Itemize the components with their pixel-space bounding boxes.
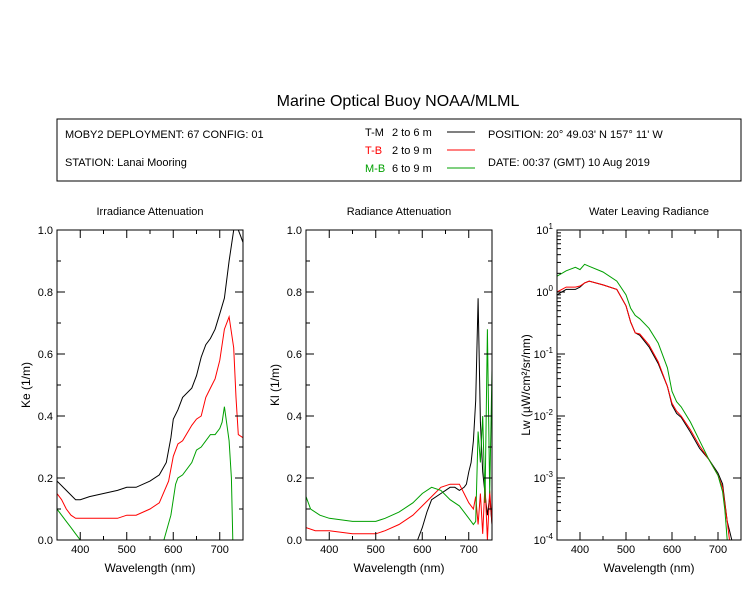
chart-1: Irradiance Attenuation 400 500 600 700 0.0 0.2…	[19, 206, 244, 575]
legend-text-mb: 6 to 9 m	[392, 163, 432, 175]
y-tick-label: 10-4	[534, 532, 554, 547]
y-tick-label: 0.4	[38, 411, 53, 423]
x-tick-label: 500	[617, 544, 635, 556]
x-axis-label: Wavelength (nm)	[354, 561, 445, 575]
x-axis-label: Wavelength (nm)	[604, 561, 695, 575]
station-text: STATION: Lanai Mooring	[65, 157, 187, 169]
legend-key-tm: T-M	[365, 127, 384, 139]
y-axis-label: Lw (µW/cm²/sr/nm)	[519, 334, 533, 436]
chart-title: Irradiance Attenuation	[96, 206, 203, 218]
y-tick-label: 0.4	[287, 411, 302, 423]
legend-key-tb: T-B	[365, 145, 382, 157]
legend-text-tb: 2 to 9 m	[392, 145, 432, 157]
x-tick-label: 600	[413, 544, 431, 556]
y-tick-label: 0.0	[287, 535, 302, 547]
plot-frame	[556, 229, 742, 541]
series-t-m	[417, 298, 492, 540]
figure-title: Marine Optical Buoy NOAA/MLML	[277, 93, 520, 110]
y-tick-label: 100	[536, 284, 553, 299]
plots: Irradiance Attenuation 400 500 600 700 0.0 0.2…	[19, 206, 742, 575]
x-axis-label: Wavelength (nm)	[105, 561, 196, 575]
deployment-text: MOBY2 DEPLOYMENT: 67 CONFIG: 01	[65, 129, 264, 141]
y-tick-label: 0.8	[287, 287, 302, 299]
x-tick-label: 600	[663, 544, 681, 556]
series-t-b	[557, 280, 730, 540]
chart-title: Water Leaving Radiance	[589, 206, 709, 218]
x-tick-label: 700	[460, 544, 478, 556]
y-tick-label: 0.6	[38, 349, 53, 361]
x-tick-label: 400	[320, 544, 338, 556]
chart-2: Radiance Attenuation 400 500 600 700 0.0 0.2 0.…	[268, 206, 493, 575]
x-tick-label: 600	[164, 544, 182, 556]
info-box-frame	[56, 118, 742, 182]
series-t-b	[306, 483, 492, 540]
chart-3: Water Leaving Radiance 400 500 600 700 10-4 10…	[519, 206, 742, 575]
x-tick-label: 500	[118, 544, 136, 556]
info-box: MOBY2 DEPLOYMENT: 67 CONFIG: 01 STATION:…	[56, 118, 742, 182]
y-tick-label: 10-1	[534, 346, 554, 361]
position-text: POSITION: 20° 49.03' N 157° 11' W	[488, 129, 663, 141]
y-tick-label: 1.0	[38, 225, 53, 237]
series-m-b	[57, 406, 234, 540]
x-tick-label: 700	[709, 544, 727, 556]
y-tick-label: 10-3	[534, 470, 554, 485]
y-tick-label: 1.0	[287, 225, 302, 237]
x-tick-label: 700	[211, 544, 229, 556]
legend-text-tm: 2 to 6 m	[392, 127, 432, 139]
plot-frame	[56, 229, 244, 541]
series-t-b	[57, 314, 243, 519]
x-tick-label: 400	[571, 544, 589, 556]
series-m-b	[306, 329, 492, 526]
y-tick-label: 0.2	[287, 473, 302, 485]
y-tick-label: 101	[536, 222, 553, 237]
x-tick-label: 400	[71, 544, 89, 556]
x-tick-label: 500	[367, 544, 385, 556]
date-text: DATE: 00:37 (GMT) 10 Aug 2019	[488, 157, 650, 169]
y-tick-label: 0.8	[38, 287, 53, 299]
y-tick-label: 0.0	[38, 535, 53, 547]
chart-title: Radiance Attenuation	[347, 206, 452, 218]
series-t-m	[557, 280, 735, 540]
series-t-m	[57, 230, 243, 501]
y-axis-label: Kl (1/m)	[268, 364, 282, 406]
y-axis-label: Ke (1/m)	[19, 362, 33, 408]
y-tick-label: 0.6	[287, 349, 302, 361]
y-tick-label: 10-2	[534, 408, 554, 423]
y-tick-label: 0.2	[38, 473, 53, 485]
legend-key-mb: M-B	[365, 163, 385, 175]
series-m-b	[557, 263, 728, 540]
legend: T-M 2 to 6 m T-B 2 to 9 m M-B 6 to 9 m	[365, 127, 475, 175]
